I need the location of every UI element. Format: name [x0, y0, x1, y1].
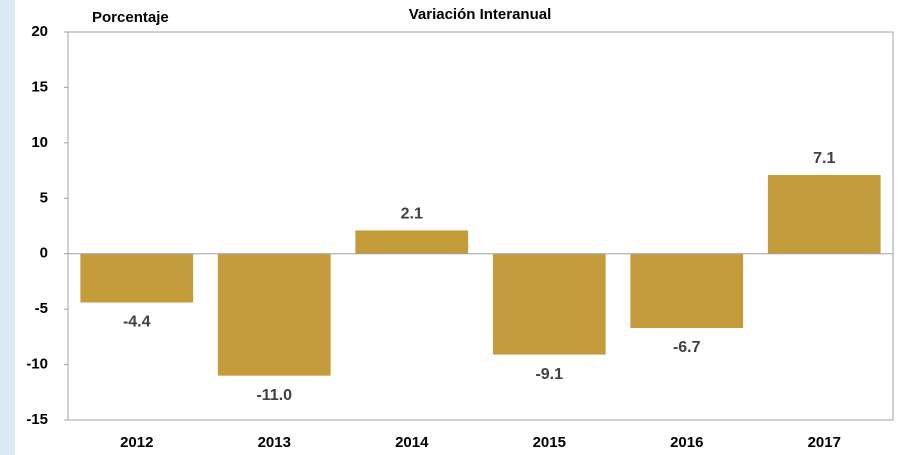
bar: [630, 253, 744, 328]
y-tick-label: -5: [35, 300, 48, 317]
y-tick-label: -10: [26, 356, 48, 373]
value-label: -6.7: [673, 339, 701, 356]
bar: [767, 175, 881, 254]
x-tick-label: 2012: [120, 434, 153, 451]
bar: [355, 230, 469, 254]
value-label: -11.0: [256, 387, 292, 404]
bar: [80, 253, 194, 303]
side-strip: [0, 0, 15, 455]
x-tick-label: 2016: [670, 434, 703, 451]
y-tick-label: 5: [40, 189, 48, 206]
y-tick-label: -15: [26, 411, 48, 428]
value-label: -4.4: [123, 314, 151, 331]
x-tick-label: 2013: [258, 434, 291, 451]
value-label: 7.1: [813, 150, 835, 167]
x-tick-label: 2017: [808, 434, 841, 451]
plot-frame: [67, 31, 894, 421]
y-tick-label: 10: [31, 134, 48, 151]
chart-title: Variación Interanual: [409, 6, 552, 23]
x-tick-label: 2015: [533, 434, 566, 451]
value-label: 2.1: [401, 206, 423, 223]
value-label: -9.1: [535, 366, 563, 383]
y-tick-label: 0: [40, 245, 48, 262]
y-tick-label: 15: [31, 78, 48, 95]
bar: [492, 253, 606, 355]
x-tick-label: 2014: [395, 434, 429, 451]
y-axis-label: Porcentaje: [92, 9, 169, 26]
y-tick-label: 20: [31, 23, 48, 40]
bar: [217, 253, 331, 376]
